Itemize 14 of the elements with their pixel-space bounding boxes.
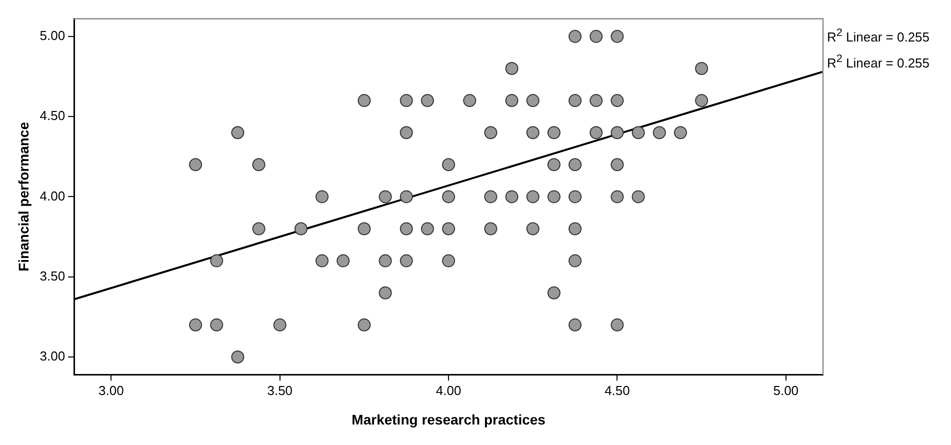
text: R$^{2}$ Linear = 0.255 [827,52,930,70]
y-tick-label: 3.00 [40,348,66,364]
y-tick-label: 5.00 [40,28,66,44]
text: R$^{2}$ Linear = 0.255 [827,26,930,44]
x-tick-label: 3.00 [98,382,124,398]
x-tick-label: 4.00 [436,382,462,398]
y-tick-label: 4.00 [40,188,66,204]
y-tick-label: 3.50 [40,268,66,284]
x-axis-title: Marketing research practices [352,411,546,428]
y-axis-title: Financial performance [15,122,32,272]
y-tick-label: 4.50 [40,108,66,124]
x-tick-label: 4.50 [604,382,630,398]
x-tick-label: 5.00 [773,382,799,398]
x-tick-label: 3.50 [267,382,293,398]
